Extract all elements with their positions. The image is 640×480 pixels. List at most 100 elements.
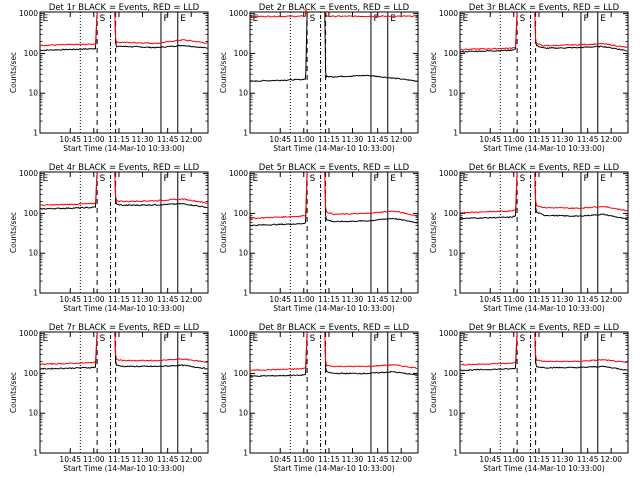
plot-frame [459,331,629,454]
y-tick-label: 100 [24,209,39,218]
x-tick-label: 11:00 [83,295,105,304]
marker-label: E [43,334,49,344]
x-axis-label: Start Time (14-Mar-10 10:33:00) [63,464,185,473]
x-tick-label: 11:15 [108,295,130,304]
x-tick-label: 11:15 [318,295,340,304]
marker-label: E [43,174,49,184]
y-axis-label: Counts/sec [9,52,18,93]
panel-title: Det 6r BLACK = Events, RED = LLD [469,163,620,173]
x-axis-label: Start Time (14-Mar-10 10:33:00) [273,464,395,473]
events-series [459,11,518,53]
y-tick-label: 100 [234,369,249,378]
y-tick-label: 10 [238,249,248,258]
marker-label: S [310,14,316,24]
events-series [534,11,628,52]
x-axis-label: Start Time (14-Mar-10 10:33:00) [483,464,605,473]
x-tick-label: 11:15 [318,135,340,144]
x-tick-label: 11:30 [552,135,574,144]
x-tick-label: 11:30 [132,295,154,304]
panel-title: Det 7r BLACK = Events, RED = LLD [49,323,200,333]
x-tick-label: 10:45 [479,455,501,464]
panel-9: Det 9r BLACK = Events, RED = LLD 1 10 100 10… [429,323,629,473]
panel-1: Det 1r BLACK = Events, RED = LLD 1 10 100 10… [9,3,209,153]
lld-series [534,11,628,48]
y-axis-label: Counts/sec [9,372,18,413]
x-tick-label: 12:00 [600,295,622,304]
y-tick-label: 10 [28,249,38,258]
x-axis-label: Start Time (14-Mar-10 10:33:00) [273,304,395,313]
marker-label: S [100,334,106,344]
plot-frame [459,171,629,294]
events-series [114,331,208,370]
x-tick-label: 11:15 [528,455,550,464]
x-tick-label: 12:00 [180,295,202,304]
y-axis-label: Counts/sec [219,52,228,93]
lld-series [459,11,518,51]
marker-label: E [600,334,606,344]
x-tick-label: 12:00 [180,455,202,464]
events-series [249,171,308,227]
y-tick-label: 1000 [229,329,248,338]
y-axis-label: Counts/sec [219,212,228,253]
plot-frame [39,171,209,294]
y-tick-label: 10 [238,409,248,418]
x-tick-label: 11:30 [132,135,154,144]
x-tick-label: 11:00 [83,455,105,464]
x-tick-label: 11:45 [577,135,599,144]
x-tick-label: 11:30 [552,455,574,464]
x-tick-label: 11:00 [293,135,315,144]
x-tick-label: 10:45 [269,135,291,144]
panel-title: Det 4r BLACK = Events, RED = LLD [49,163,200,173]
x-tick-label: 12:00 [390,455,412,464]
marker-label: F [373,174,378,184]
y-tick-label: 100 [444,369,459,378]
panel-title: Det 9r BLACK = Events, RED = LLD [469,323,620,333]
y-tick-label: 10 [238,89,248,98]
x-tick-label: 11:45 [157,135,179,144]
x-tick-label: 11:30 [342,295,364,304]
marker-label: E [463,334,469,344]
x-tick-label: 11:00 [503,455,525,464]
lld-series [534,331,628,364]
y-tick-label: 1000 [439,9,458,18]
x-tick-label: 10:45 [59,135,81,144]
marker-label: F [373,14,378,24]
x-tick-label: 10:45 [59,455,81,464]
y-tick-label: 1000 [439,329,458,338]
lld-series [534,171,628,212]
marker-label: S [100,14,106,24]
panel-7: Det 7r BLACK = Events, RED = LLD 1 10 100 10… [9,323,209,473]
events-series [459,331,518,372]
x-tick-label: 12:00 [180,135,202,144]
panel-2: Det 2r BLACK = Events, RED = LLD 1 10 100 10… [219,3,419,153]
y-axis-label: Counts/sec [429,52,438,93]
x-tick-label: 11:45 [577,295,599,304]
y-tick-label: 10 [28,89,38,98]
events-series [114,11,208,49]
lld-series [249,9,308,18]
events-series [39,11,98,52]
marker-label: E [253,174,259,184]
marker-label: E [43,14,49,24]
y-tick-label: 1000 [439,169,458,178]
lld-series [114,331,208,363]
marker-label: E [600,174,606,184]
x-tick-label: 10:45 [269,455,291,464]
x-tick-label: 11:15 [528,135,550,144]
y-axis-label: Counts/sec [429,372,438,413]
marker-label: F [583,174,588,184]
events-series [324,171,418,224]
marker-label: E [253,14,259,24]
events-series [39,171,98,210]
marker-label: F [373,334,378,344]
marker-label: S [520,334,526,344]
lld-series [39,11,98,47]
lld-series [250,171,308,220]
panel-title: Det 8r BLACK = Events, RED = LLD [259,323,410,333]
marker-label: S [310,174,316,184]
x-tick-label: 11:45 [157,295,179,304]
x-tick-label: 11:45 [577,455,599,464]
y-tick-label: 10 [448,89,458,98]
events-series [534,331,628,371]
